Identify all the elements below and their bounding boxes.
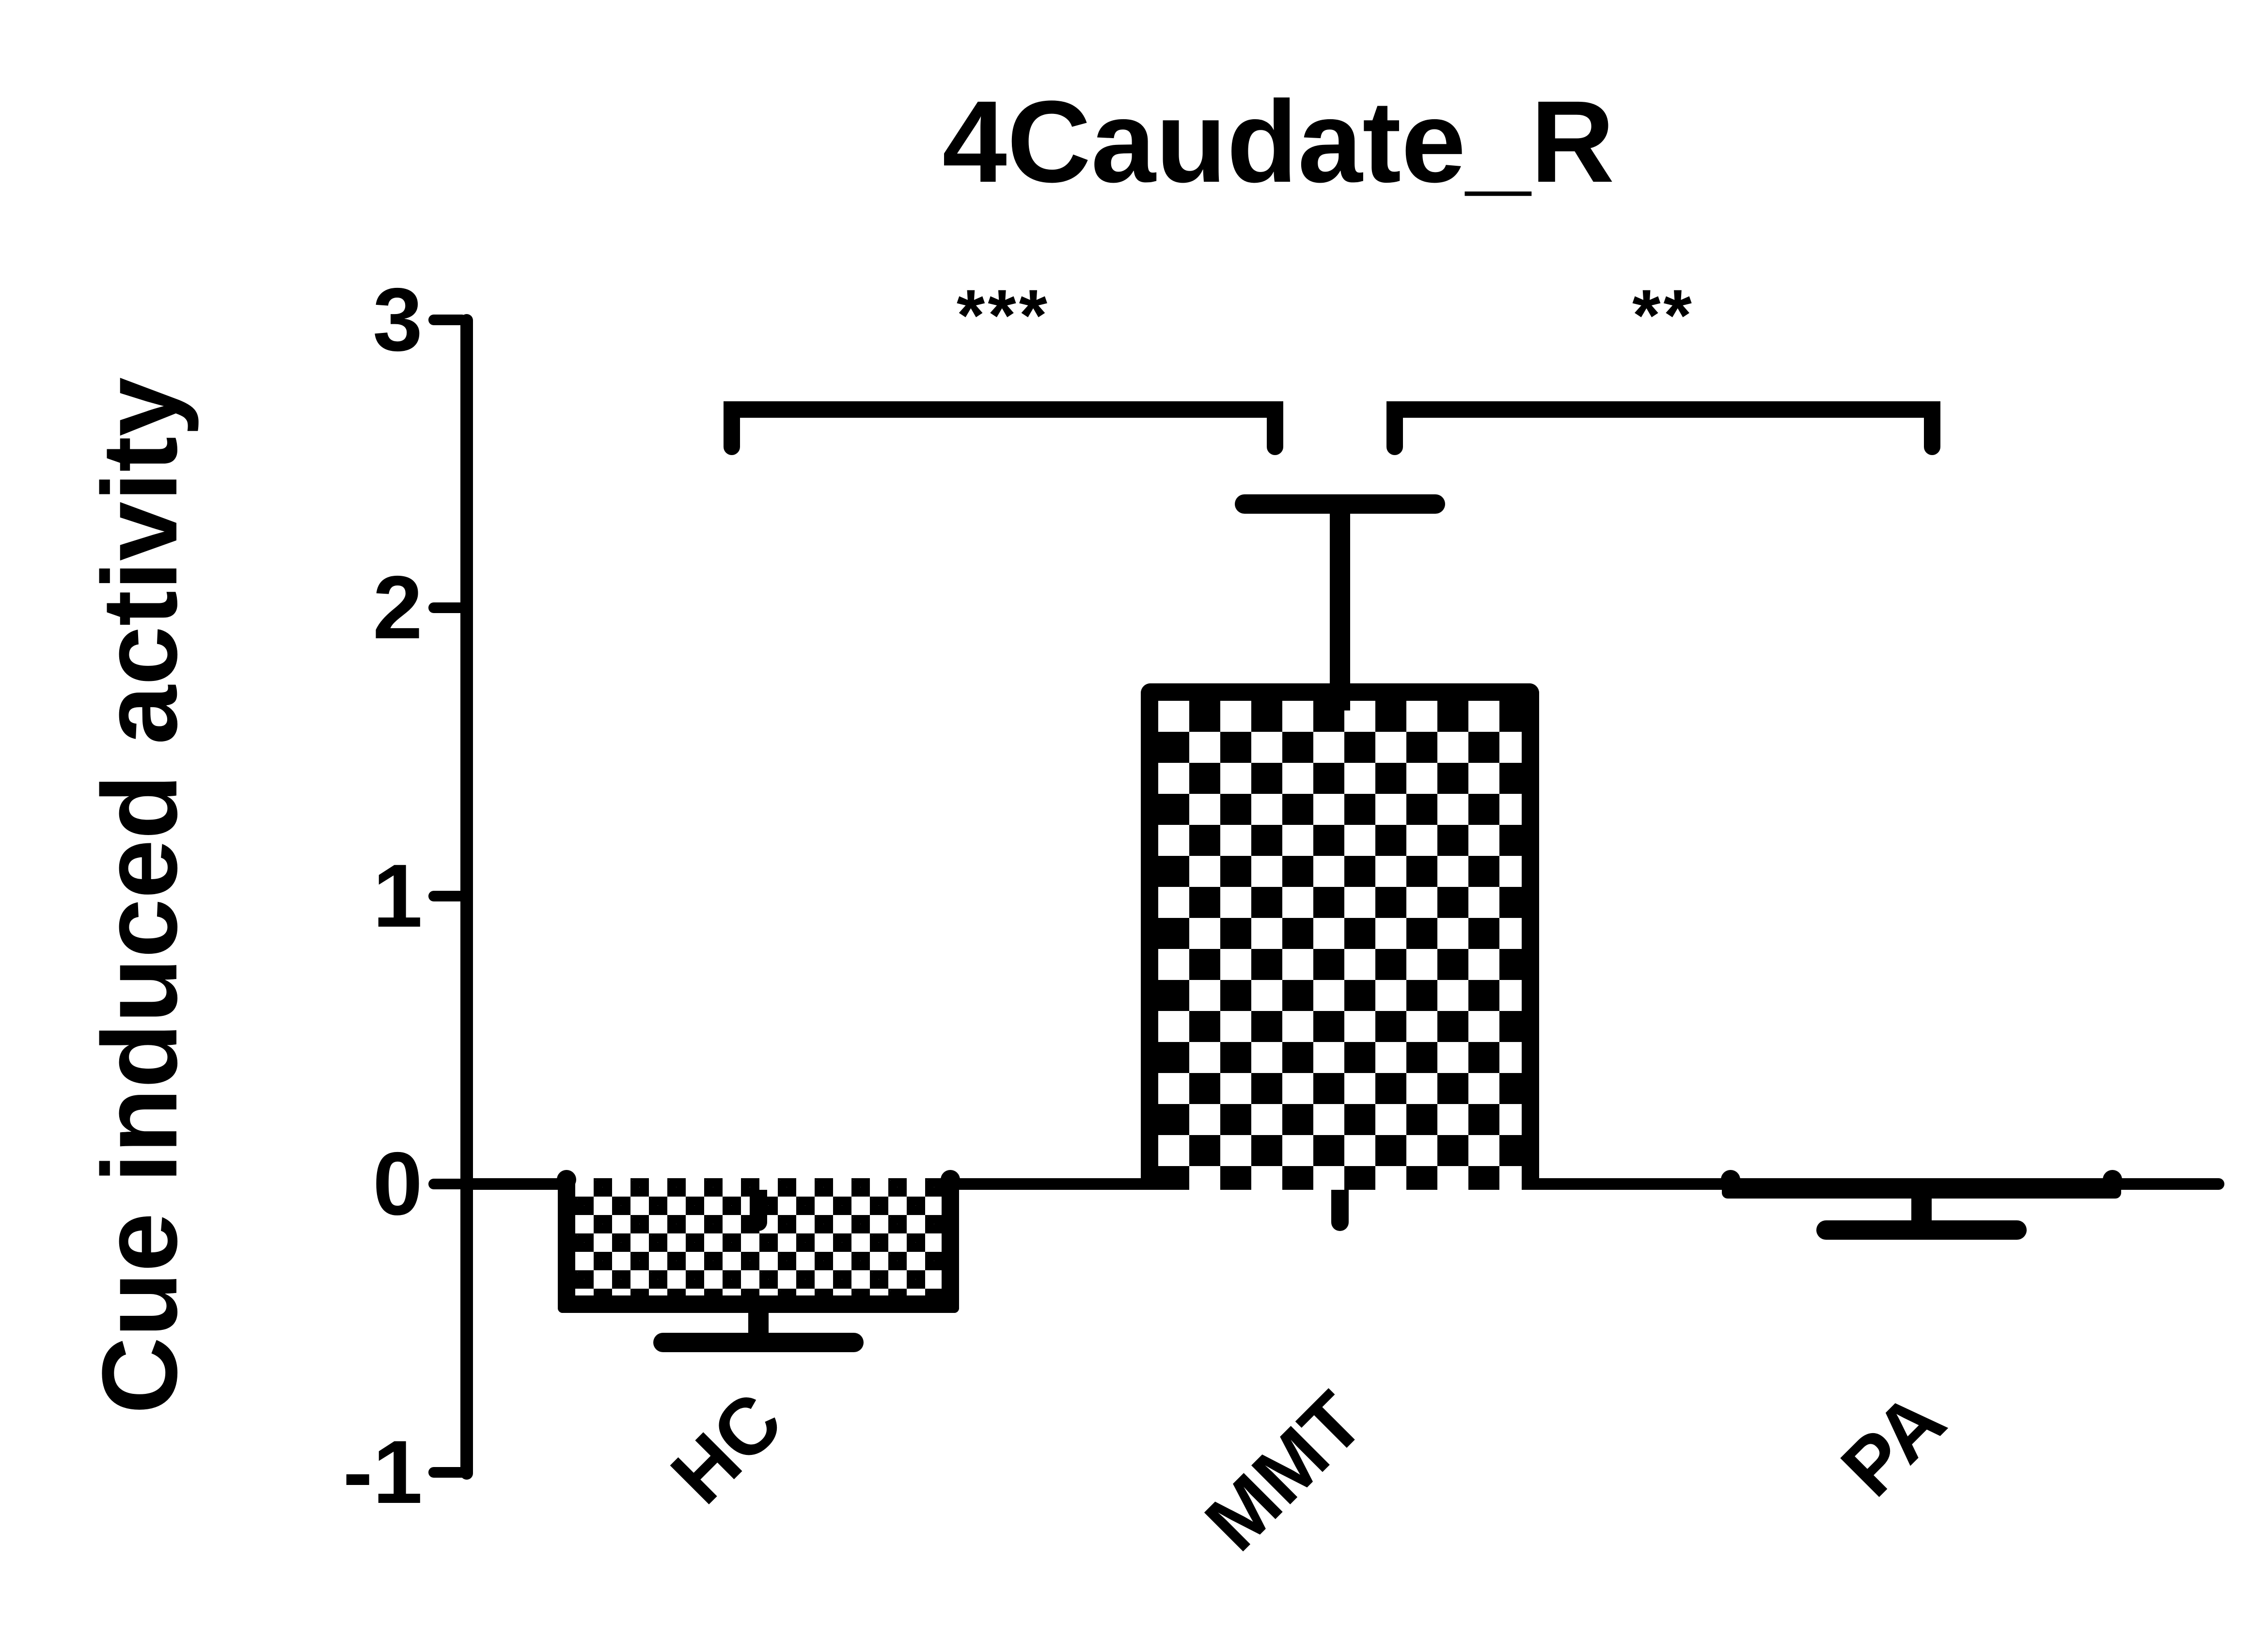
bar-mmt	[1141, 683, 1539, 1190]
x-axis-tick-pa	[1913, 1190, 1930, 1231]
y-axis-tick	[428, 890, 467, 901]
significance-bracket-mmt-pa	[1386, 401, 1940, 418]
significance-bracket-leg	[1924, 401, 1940, 455]
x-category-label-mmt: MMT	[1188, 1375, 1381, 1567]
y-axis-tick	[428, 602, 467, 613]
error-bar-cap-mmt	[1235, 494, 1445, 514]
significance-bracket-hc-mmt	[724, 401, 1283, 418]
y-axis-tick-label: 2	[373, 558, 423, 658]
x-category-label-hc: HC	[654, 1375, 799, 1520]
chart-title: 4Caudate_R	[942, 77, 1615, 206]
y-axis-tick	[428, 1179, 467, 1189]
y-axis-tick-label: 3	[373, 269, 423, 370]
bar-corner-pa-right	[2103, 1170, 2122, 1189]
significance-bracket-leg	[1267, 401, 1283, 455]
x-axis-tick-mmt	[1331, 1190, 1349, 1231]
bar-corner-hc-right	[941, 1170, 960, 1189]
x-category-label-pa: PA	[1824, 1375, 1962, 1513]
bar-corner-pa-left	[1721, 1170, 1740, 1189]
y-axis-tick	[428, 1467, 467, 1478]
significance-stars-hc-mmt: ***	[956, 274, 1051, 356]
y-axis-title: Cue induced activity	[80, 377, 199, 1414]
bar-corner-hc-left	[557, 1170, 576, 1189]
significance-bracket-leg	[1386, 401, 1403, 455]
y-axis-tick-label: 0	[373, 1134, 423, 1234]
error-bar-stem-mmt	[1330, 504, 1350, 711]
y-axis-tick-label: 1	[373, 846, 423, 946]
error-bar-cap-hc	[653, 1332, 864, 1352]
significance-bracket-leg	[724, 401, 740, 455]
x-axis-tick-hc	[750, 1190, 767, 1231]
y-axis-tick-label: -1	[343, 1422, 423, 1522]
significance-stars-mmt-pa: **	[1632, 274, 1695, 356]
y-axis-tick	[428, 314, 467, 325]
